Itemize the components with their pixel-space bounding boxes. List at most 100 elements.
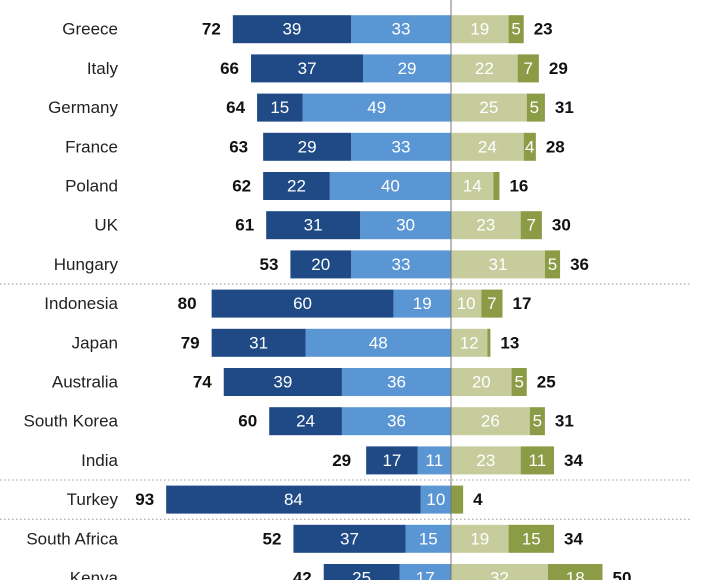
bar-right-main-italy [451,54,518,83]
bar-right-main-label-uk: 23 [476,216,495,235]
bar-right-main-germany [451,93,527,122]
bar-left-light-label-south-africa: 15 [419,529,438,548]
bar-right-main-label-france: 24 [478,137,497,156]
left-total-indonesia: 80 [178,294,197,313]
bar-right-main-france [451,132,524,161]
bar-right-small-label-germany: 5 [530,98,539,117]
right-total-south-korea: 31 [555,412,574,431]
category-label-south-korea: South Korea [23,412,118,431]
bar-right-small-uk [520,211,542,240]
category-label-india: India [81,451,118,470]
bar-right-main-label-india: 23 [476,451,495,470]
bar-left-light-australia [341,368,451,396]
right-total-hungary: 36 [570,255,589,274]
bar-right-small-france [523,132,536,161]
bar-left-dark-kenya [323,564,400,580]
bar-right-small-kenya [547,564,603,580]
bar-right-small-label-hungary: 5 [548,255,557,274]
bar-left-dark-france [263,132,352,161]
bar-right-small-label-south-africa: 15 [522,529,541,548]
bar-left-dark-label-south-africa: 37 [340,529,359,548]
bar-left-dark-australia [223,368,342,396]
left-total-india: 29 [332,451,351,470]
bar-right-main-greece [451,15,509,44]
bar-left-dark-label-uk: 31 [304,216,323,235]
bar-left-dark-italy [251,54,364,83]
bar-right-main-japan [451,328,488,357]
bar-right-small-label-italy: 7 [524,59,533,78]
bar-left-dark-south-korea [269,407,342,436]
bar-left-light-turkey [420,485,451,514]
left-total-hungary: 53 [259,255,278,274]
category-label-greece: Greece [62,20,118,39]
right-total-uk: 30 [552,216,571,235]
bar-left-dark-label-italy: 37 [298,59,317,78]
bar-right-main-label-italy: 22 [475,59,494,78]
category-label-italy: Italy [87,59,119,78]
bar-left-dark-label-south-korea: 24 [296,412,315,431]
bar-right-main-label-south-africa: 19 [470,529,489,548]
category-label-france: France [65,137,118,156]
left-total-poland: 62 [232,177,251,196]
bar-right-small-label-kenya: 18 [566,569,585,580]
bar-left-light-uk [360,211,451,240]
bar-right-small-germany [526,93,542,122]
bar-right-main-kenya [451,564,548,580]
category-label-turkey: Turkey [67,490,119,509]
category-label-uk: UK [94,216,118,235]
bar-left-dark-label-germany: 15 [270,98,289,117]
bar-left-light-germany [302,93,451,122]
bar-right-main-label-kenya: 32 [490,569,509,580]
bar-left-dark-label-france: 29 [298,137,317,156]
bar-left-light-label-indonesia: 19 [413,294,432,313]
bar-left-dark-indonesia [211,289,394,318]
bar-right-rest-japan [487,328,491,357]
bar-left-light-label-hungary: 33 [392,255,411,274]
right-total-kenya: 50 [613,569,632,580]
bar-left-light-label-turkey: 10 [426,490,445,509]
bar-left-light-label-france: 33 [392,137,411,156]
left-total-france: 63 [229,137,248,156]
bar-left-dark-label-greece: 39 [282,20,301,39]
bar-right-main-label-hungary: 31 [489,255,508,274]
bar-left-light-india [417,446,451,475]
bar-right-small-label-south-korea: 5 [533,412,542,431]
bar-right-main-indonesia [451,289,482,318]
bar-right-small-australia [511,368,527,396]
bar-right-small-south-korea [529,407,545,436]
bar-left-dark-japan [211,328,306,357]
bar-right-small-south-africa [508,524,555,553]
right-total-greece: 23 [534,20,553,39]
bar-left-dark-label-australia: 39 [273,373,292,392]
bar-right-small-italy [517,54,539,83]
right-total-indonesia: 17 [513,294,532,313]
bar-left-dark-uk [266,211,361,240]
right-total-france: 28 [546,137,565,156]
left-total-kenya: 42 [293,569,312,580]
bar-left-light-label-uk: 30 [396,216,415,235]
right-total-poland: 16 [509,177,528,196]
bar-left-light-italy [363,54,451,83]
category-label-germany: Germany [48,98,118,117]
bar-right-small-label-uk: 7 [527,216,536,235]
left-total-turkey: 93 [135,490,154,509]
category-label-japan: Japan [72,333,118,352]
bar-left-dark-india [366,446,418,475]
bar-left-light-south-africa [405,524,451,553]
right-total-germany: 31 [555,98,574,117]
bar-right-main-label-japan: 12 [460,333,479,352]
right-total-turkey: 4 [473,490,483,509]
bar-right-main-label-south-korea: 26 [481,412,500,431]
bar-left-dark-hungary [290,250,352,279]
right-total-south-africa: 34 [564,529,583,548]
left-total-italy: 66 [220,59,239,78]
bar-right-main-label-poland: 14 [463,177,482,196]
bar-left-dark-south-africa [293,524,406,553]
bar-right-main-label-germany: 25 [479,98,498,117]
bar-left-dark-poland [263,172,330,200]
left-total-uk: 61 [235,216,254,235]
bar-left-light-label-italy: 29 [398,59,417,78]
bar-right-small-label-indonesia: 7 [487,294,496,313]
bar-left-dark-germany [257,93,303,122]
bar-left-dark-label-turkey: 84 [284,490,303,509]
